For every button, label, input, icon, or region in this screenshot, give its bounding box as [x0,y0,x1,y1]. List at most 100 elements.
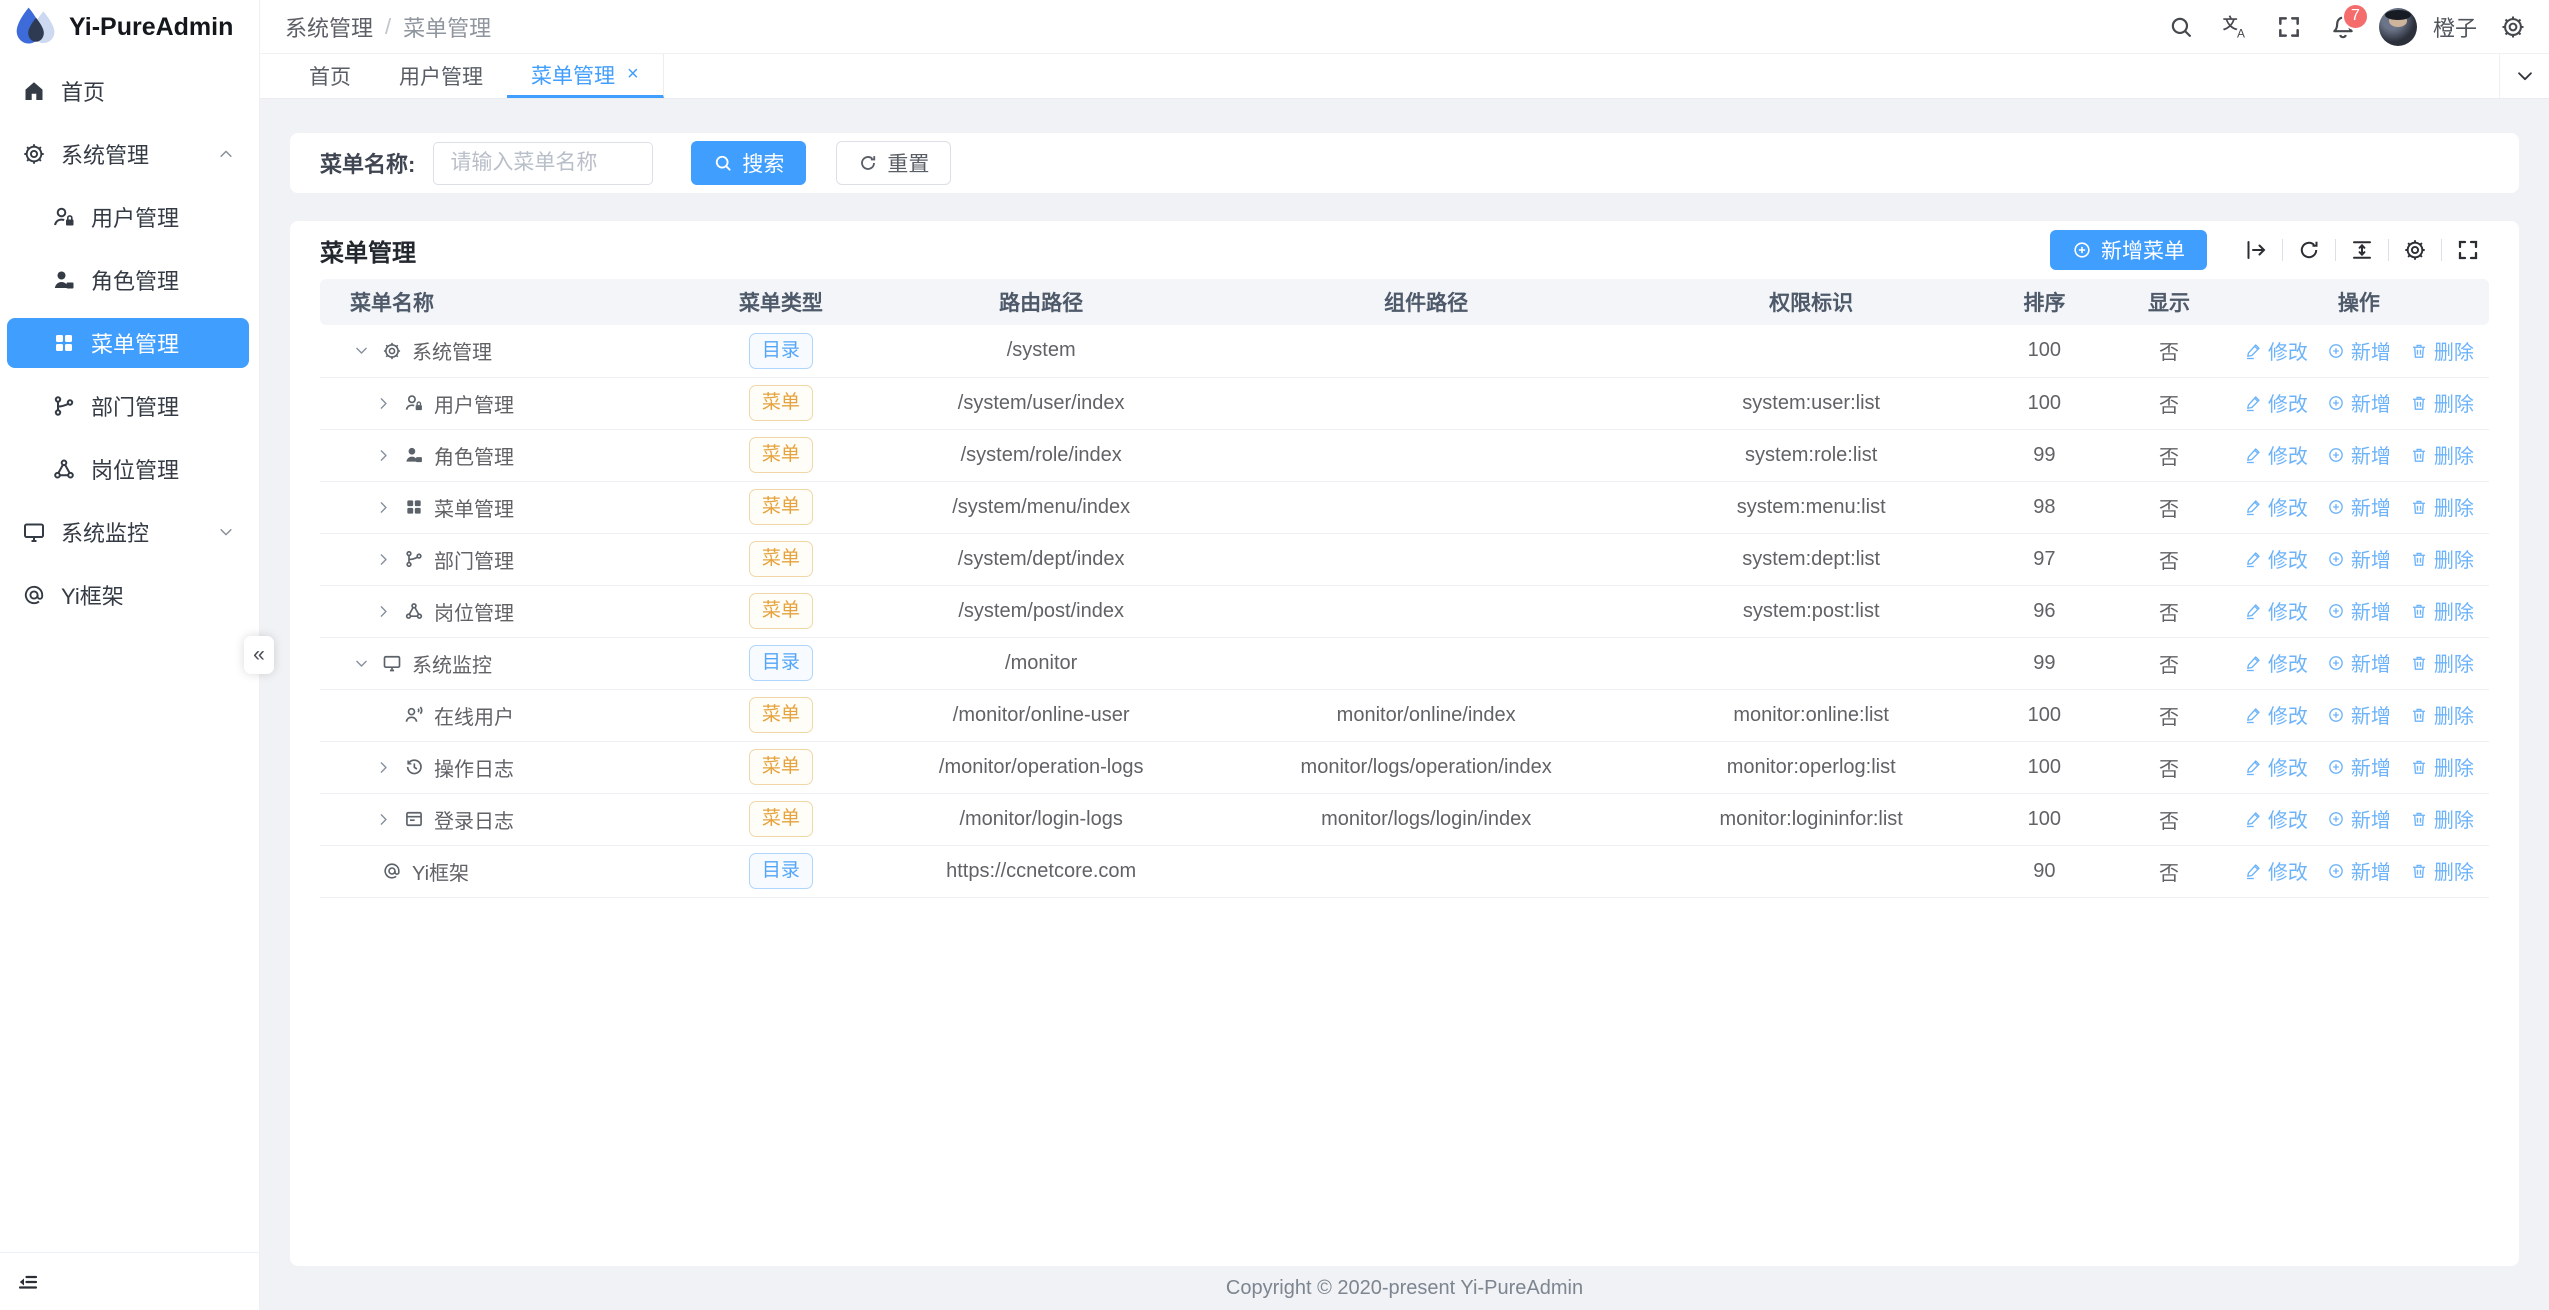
delete-link[interactable]: 删除 [2410,752,2474,781]
breadcrumb-item[interactable]: 菜单管理 [403,15,492,41]
sidebar-item-1[interactable]: 系统管理 [7,129,249,179]
add-link[interactable]: 新增 [2327,752,2391,781]
menu-name-input[interactable] [433,141,654,185]
column-settings-icon[interactable] [2403,238,2427,262]
table-header-row: 菜单名称 菜单类型 路由路径 组件路径 权限标识 排序 显示 操作 [320,279,2489,325]
tab-close-icon[interactable]: × [627,63,639,85]
edit-link[interactable]: 修改 [2244,700,2308,729]
trash-icon [2410,498,2428,516]
edit-link[interactable]: 修改 [2244,388,2308,417]
sidebar-item-0[interactable]: 首页 [7,66,249,116]
edit-link[interactable]: 修改 [2244,440,2308,469]
delete-link[interactable]: 删除 [2410,440,2474,469]
tab-2[interactable]: 菜单管理 × [507,54,664,98]
row-expand-chevron-down-icon[interactable] [350,342,372,359]
search-icon[interactable] [2157,3,2205,51]
row-expand-chevron-right-icon[interactable] [372,759,394,776]
edit-link[interactable]: 修改 [2244,596,2308,625]
delete-link[interactable]: 删除 [2410,492,2474,521]
sidebar-collapse-button[interactable]: « [244,636,274,674]
add-link[interactable]: 新增 [2327,804,2391,833]
trash-icon [2410,706,2428,724]
history-icon [404,757,424,777]
add-link[interactable]: 新增 [2327,856,2391,885]
visible-cell: 否 [2109,689,2229,742]
notification-bell-icon[interactable]: 7 [2319,2,2369,51]
edit-pencil-icon [2244,342,2262,360]
action-label: 修改 [2267,342,2308,364]
avatar[interactable] [2378,7,2417,46]
sort-cell: 100 [1979,741,2110,794]
tab-1[interactable]: 用户管理 [375,54,507,98]
action-label: 删除 [2433,602,2474,625]
edit-link[interactable]: 修改 [2244,336,2308,365]
density-icon[interactable] [2350,238,2374,262]
reset-button[interactable]: 重置 [836,141,952,185]
add-link[interactable]: 新增 [2327,440,2391,469]
action-label: 新增 [2350,810,2391,833]
edit-link[interactable]: 修改 [2244,648,2308,677]
menu-fold-icon[interactable] [16,1270,40,1294]
delete-link[interactable]: 删除 [2410,388,2474,417]
sidebar-item-2[interactable]: 用户管理 [7,192,249,242]
sidebar-item-8[interactable]: Yi框架 [7,570,249,620]
delete-link[interactable]: 删除 [2410,648,2474,677]
delete-link[interactable]: 删除 [2410,596,2474,625]
sidebar-item-3[interactable]: 角色管理 [7,255,249,305]
delete-link[interactable]: 删除 [2410,856,2474,885]
row-expand-chevron-right-icon[interactable] [372,395,394,412]
add-link[interactable]: 新增 [2327,648,2391,677]
row-expand-chevron-right-icon[interactable] [372,447,394,464]
add-link[interactable]: 新增 [2327,336,2391,365]
menu-type-tag: 菜单 [748,541,813,577]
breadcrumb-item[interactable]: 系统管理 [285,15,374,41]
add-link[interactable]: 新增 [2327,544,2391,573]
route-cell: /system/post/index [873,585,1210,638]
action-label: 修改 [2267,446,2308,469]
visible-cell: 否 [2109,533,2229,586]
add-link[interactable]: 新增 [2327,388,2391,417]
search-button[interactable]: 搜索 [691,141,807,185]
tabs-more-chevron-icon[interactable] [2499,54,2549,98]
perm-cell: system:menu:list [1643,481,1980,534]
fullscreen-icon[interactable] [2265,3,2313,51]
expand-all-icon[interactable] [2244,238,2268,262]
edit-link[interactable]: 修改 [2244,804,2308,833]
row-expand-chevron-right-icon[interactable] [372,499,394,516]
edit-link[interactable]: 修改 [2244,752,2308,781]
delete-link[interactable]: 删除 [2410,336,2474,365]
add-link[interactable]: 新增 [2327,700,2391,729]
sidebar-item-label: 系统监控 [61,521,150,546]
edit-link[interactable]: 修改 [2244,856,2308,885]
fullscreen-icon[interactable] [2456,238,2480,262]
refresh-icon[interactable] [2297,238,2321,262]
delete-link[interactable]: 删除 [2410,700,2474,729]
edit-link[interactable]: 修改 [2244,544,2308,573]
sidebar-item-7[interactable]: 系统监控 [7,507,249,557]
add-link[interactable]: 新增 [2327,492,2391,521]
row-expand-chevron-down-icon[interactable] [350,655,372,672]
delete-link[interactable]: 删除 [2410,804,2474,833]
sidebar-item-6[interactable]: 岗位管理 [7,444,249,494]
settings-gear-icon[interactable] [2489,3,2537,51]
tab-0[interactable]: 首页 [285,54,375,98]
table-tools [2235,238,2489,262]
sidebar-item-label: 岗位管理 [91,458,180,483]
edit-link[interactable]: 修改 [2244,492,2308,521]
add-menu-button[interactable]: 新增菜单 [2050,230,2207,270]
row-expand-chevron-right-icon[interactable] [372,811,394,828]
logo[interactable]: Yi-PureAdmin [0,0,259,54]
column-header: 操作 [2228,279,2489,325]
row-expand-chevron-right-icon[interactable] [372,551,394,568]
route-cell: /monitor/login-logs [873,793,1210,846]
add-link[interactable]: 新增 [2327,596,2391,625]
tab-label: 用户管理 [399,66,483,89]
action-label: 删除 [2433,758,2474,781]
row-expand-chevron-right-icon[interactable] [372,603,394,620]
perm-cell: monitor:logininfor:list [1643,793,1980,846]
sidebar-item-5[interactable]: 部门管理 [7,381,249,431]
sidebar-item-4[interactable]: 菜单管理 [7,318,249,368]
table-row: 用户管理 菜单/system/user/index system:user:list… [320,377,2489,430]
delete-link[interactable]: 删除 [2410,544,2474,573]
